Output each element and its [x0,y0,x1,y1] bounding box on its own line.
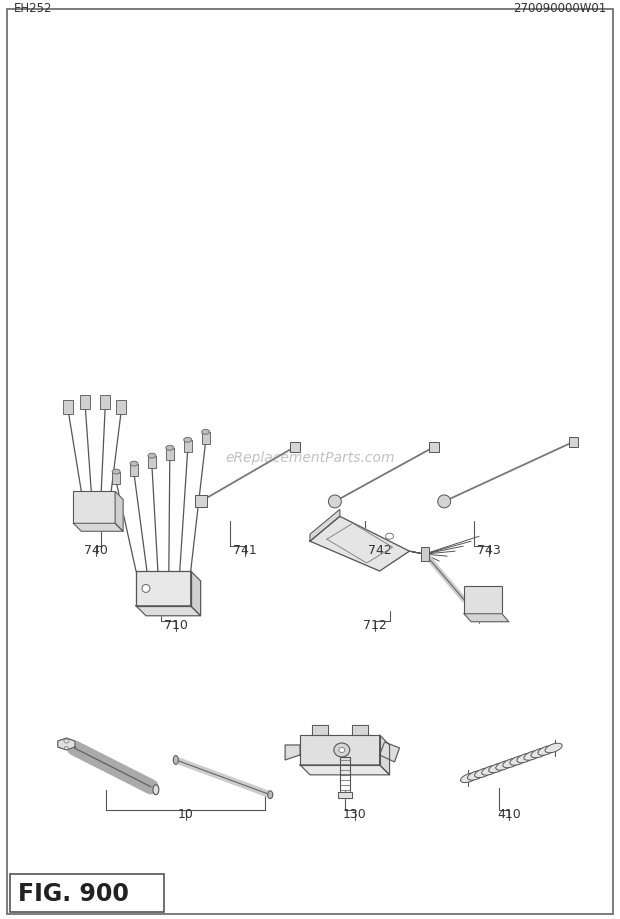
Polygon shape [191,572,201,616]
Ellipse shape [489,764,506,773]
Polygon shape [300,765,389,775]
Ellipse shape [510,755,527,766]
Ellipse shape [166,446,174,450]
Ellipse shape [545,743,562,753]
Bar [116,401,126,414]
Ellipse shape [496,761,513,770]
Bar [195,496,206,508]
Polygon shape [285,745,300,760]
Ellipse shape [503,758,520,768]
Bar [569,437,578,448]
Ellipse shape [475,768,492,777]
Polygon shape [352,725,368,735]
Ellipse shape [386,534,394,539]
Polygon shape [136,607,201,616]
Polygon shape [312,725,328,735]
Bar [73,492,115,524]
Bar [10,874,164,912]
Ellipse shape [461,773,477,783]
Ellipse shape [467,771,485,780]
Polygon shape [310,510,340,541]
Text: eReplacementParts.com: eReplacementParts.com [225,450,395,464]
Ellipse shape [538,746,555,755]
Text: 742: 742 [368,543,391,557]
Text: 712: 712 [363,618,386,631]
Polygon shape [310,516,409,572]
Ellipse shape [531,748,548,758]
Text: 130: 130 [343,807,366,820]
Text: 710: 710 [164,618,188,631]
Ellipse shape [153,785,159,795]
Bar [100,395,110,410]
Bar [429,442,439,452]
Bar [184,440,192,452]
Polygon shape [379,743,399,762]
Text: 740: 740 [84,543,108,557]
Ellipse shape [202,430,210,435]
Text: 743: 743 [477,543,501,557]
Polygon shape [338,792,352,798]
Ellipse shape [524,751,541,760]
Polygon shape [115,492,123,532]
Bar [166,448,174,460]
Ellipse shape [148,454,156,459]
Polygon shape [58,738,75,750]
Ellipse shape [517,754,534,763]
Bar [130,464,138,476]
Ellipse shape [184,437,192,443]
Bar [81,395,91,410]
Bar [422,548,429,562]
Ellipse shape [438,495,451,508]
Ellipse shape [339,748,345,753]
Bar [112,472,120,484]
Bar [464,586,502,614]
Ellipse shape [329,495,342,508]
Ellipse shape [482,766,498,776]
Polygon shape [464,614,509,622]
Bar [290,442,300,452]
Text: 270090000W01: 270090000W01 [513,2,606,16]
Bar [202,432,210,444]
Polygon shape [136,572,191,607]
Ellipse shape [268,791,273,799]
Ellipse shape [112,470,120,474]
Text: FIG. 900: FIG. 900 [18,881,128,905]
Text: 10: 10 [178,807,193,820]
Text: 741: 741 [234,543,257,557]
Polygon shape [73,524,123,532]
Bar [63,401,73,414]
Ellipse shape [174,755,179,765]
Polygon shape [300,735,379,765]
Bar [148,456,156,468]
Text: EH252: EH252 [14,2,52,16]
Text: 410: 410 [497,807,521,820]
Polygon shape [379,735,389,775]
Ellipse shape [334,743,350,757]
Ellipse shape [130,461,138,467]
Ellipse shape [142,584,150,593]
